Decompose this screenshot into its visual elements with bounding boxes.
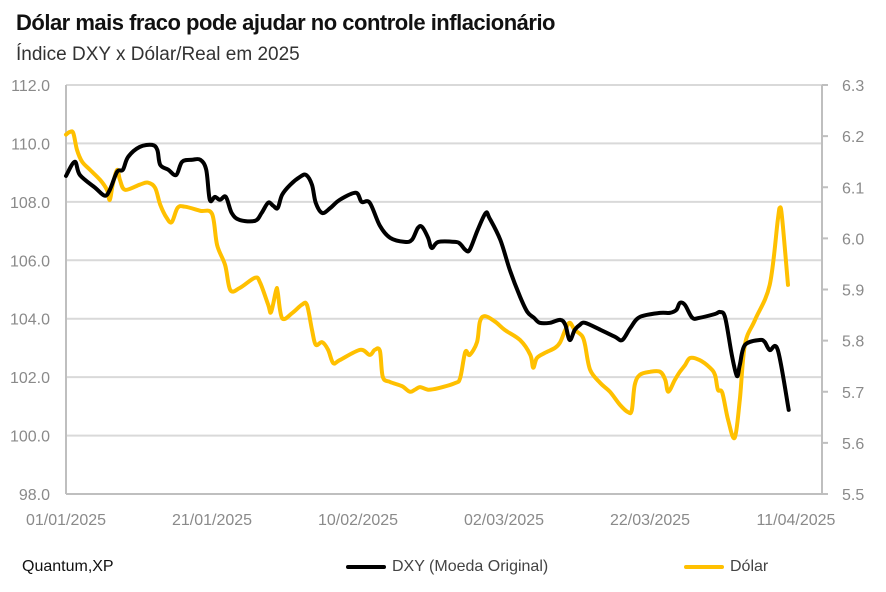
- y-right-tick-label: 6.0: [842, 231, 864, 248]
- y-right-tick-label: 5.7: [842, 385, 864, 402]
- chart-title: Dólar mais fraco pode ajudar no controle…: [16, 10, 556, 35]
- x-tick-label: 11/04/2025: [757, 512, 836, 529]
- x-tick-label: 10/02/2025: [318, 512, 398, 529]
- y-right-tick-label: 5.8: [842, 334, 864, 351]
- legend-item-dolar: Dólar: [684, 558, 768, 576]
- y-right-tick-label: 5.5: [842, 487, 864, 504]
- legend-swatch-dxy: [346, 565, 386, 569]
- y-left-tick-label: 108.0: [10, 195, 50, 212]
- y-right-tick-label: 6.3: [842, 78, 864, 95]
- x-tick-label: 01/01/2025: [26, 512, 106, 529]
- chart-subtitle: Índice DXY x Dólar/Real em 2025: [16, 44, 300, 65]
- y-left-tick-label: 98.0: [19, 487, 50, 504]
- legend-swatch-dolar: [684, 565, 724, 569]
- y-right-tick-label: 5.6: [842, 436, 864, 453]
- x-tick-label: 02/03/2025: [464, 512, 544, 529]
- y-left-tick-label: 102.0: [10, 370, 50, 387]
- y-right-tick-label: 5.9: [842, 283, 864, 300]
- legend-label-dolar: Dólar: [730, 558, 769, 575]
- y-left-tick-label: 106.0: [10, 253, 50, 270]
- y-left-tick-label: 100.0: [10, 429, 50, 446]
- y-left-tick-label: 104.0: [10, 312, 50, 329]
- legend-label-dxy: DXY (Moeda Original): [392, 558, 549, 575]
- y-right-tick-label: 6.2: [842, 129, 864, 146]
- y-left-tick-label: 112.0: [11, 78, 50, 95]
- x-tick-label: 22/03/2025: [610, 512, 690, 529]
- y-left-tick-label: 110.0: [11, 136, 50, 153]
- legend-item-dxy: DXY (Moeda Original): [346, 558, 548, 576]
- y-right-tick-label: 6.1: [842, 180, 864, 197]
- x-tick-label: 21/01/2025: [172, 512, 252, 529]
- source-label: Quantum,XP: [22, 558, 114, 575]
- series-line-dxy: [64, 142, 791, 412]
- series-line-dolar: [64, 129, 790, 441]
